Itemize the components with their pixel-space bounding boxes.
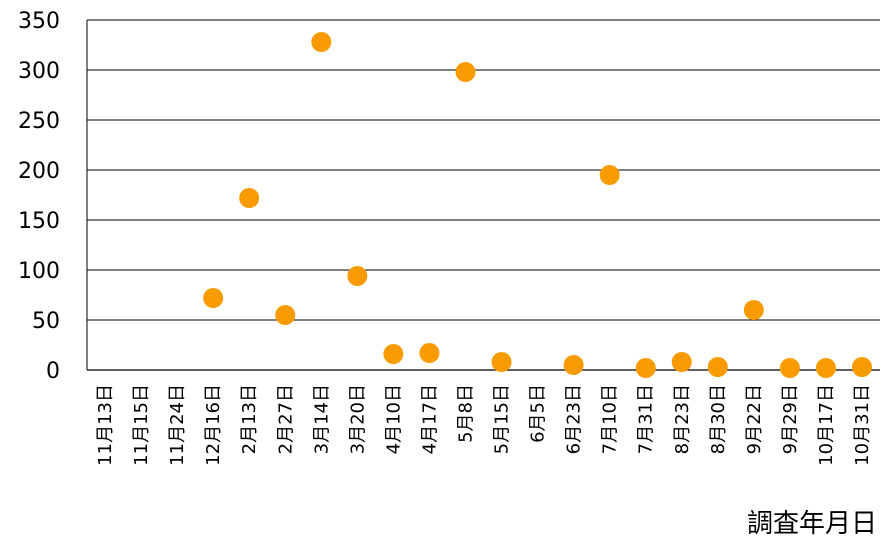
x-axis-label: 調査年月日 <box>747 509 877 539</box>
x-tick-label: 5月15日 <box>492 384 513 454</box>
data-point <box>347 266 368 286</box>
x-tick-label: 4月10日 <box>383 384 404 454</box>
data-point <box>239 188 260 208</box>
data-point <box>635 358 656 378</box>
x-tick-label: 3月14日 <box>311 384 332 454</box>
data-point <box>707 357 728 377</box>
y-tick-label: 100 <box>18 259 60 284</box>
data-point <box>743 300 764 320</box>
data-points <box>203 32 872 378</box>
data-point <box>851 357 872 377</box>
x-tick-labels: 11月13日 11月15日 11月24日 12月16日 2月13日 2月27日 3月14日 3… <box>95 384 873 466</box>
x-tick-label: 2月27日 <box>275 384 296 454</box>
y-tick-label: 0 <box>46 359 60 384</box>
y-tick-label: 250 <box>18 109 60 134</box>
y-tick-label: 350 <box>18 9 60 34</box>
y-tick-label: 50 <box>32 309 60 334</box>
x-tick-label: 10月31日 <box>852 384 873 466</box>
x-tick-label: 4月17日 <box>419 384 440 454</box>
y-tick-label: 200 <box>18 159 60 184</box>
x-tick-label: 6月5日 <box>528 384 549 443</box>
data-point <box>383 344 404 364</box>
x-tick-label: 8月23日 <box>672 384 693 454</box>
x-tick-label: 11月13日 <box>95 384 116 466</box>
y-tick-label: 150 <box>18 209 60 234</box>
data-point <box>779 358 800 378</box>
data-point <box>419 343 440 363</box>
data-point <box>275 305 296 325</box>
x-tick-label: 9月29日 <box>780 384 801 454</box>
x-tick-label: 6月23日 <box>564 384 585 454</box>
x-tick-label: 5月8日 <box>455 384 476 443</box>
data-point <box>563 355 584 375</box>
x-tick-label: 9月22日 <box>744 384 765 454</box>
x-tick-label: 10月17日 <box>816 384 837 466</box>
x-tick-label: 7月10日 <box>600 384 621 454</box>
y-tick-label: 300 <box>18 59 60 84</box>
data-point <box>815 358 836 378</box>
data-point <box>491 352 512 372</box>
x-tick-label: 11月24日 <box>167 384 188 466</box>
gridlines <box>87 19 880 321</box>
axes <box>86 20 880 371</box>
data-point <box>599 165 620 185</box>
x-tick-label: 12月16日 <box>203 384 224 466</box>
x-tick-label: 3月20日 <box>347 384 368 454</box>
data-point <box>671 352 692 372</box>
x-tick-label: 2月13日 <box>239 384 260 454</box>
data-point <box>203 288 224 308</box>
data-point <box>455 62 476 82</box>
x-tick-label: 8月30日 <box>708 384 729 454</box>
y-tick-labels: 0 50 100 150 200 250 300 350 <box>18 9 60 384</box>
x-tick-label: 11月15日 <box>131 384 152 466</box>
data-point <box>311 32 332 52</box>
x-tick-label: 7月31日 <box>636 384 657 454</box>
